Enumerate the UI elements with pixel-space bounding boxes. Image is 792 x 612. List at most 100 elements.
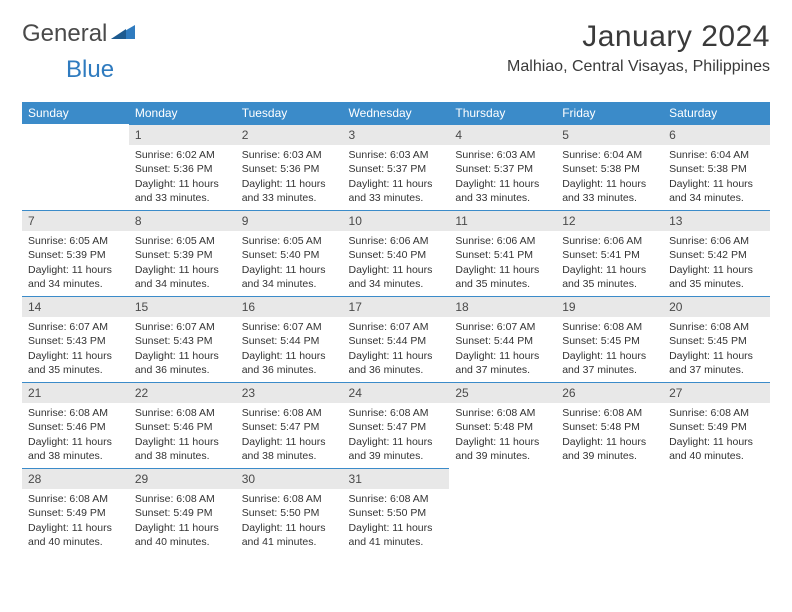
day-info-line: Sunrise: 6:07 AM [455, 320, 550, 334]
day-info-line: Sunset: 5:49 PM [669, 420, 764, 434]
calendar-cell: 21Sunrise: 6:08 AMSunset: 5:46 PMDayligh… [22, 382, 129, 468]
day-body: Sunrise: 6:08 AMSunset: 5:49 PMDaylight:… [663, 403, 770, 467]
day-number: 14 [22, 296, 129, 317]
day-info-line: Sunrise: 6:07 AM [135, 320, 230, 334]
day-number: 19 [556, 296, 663, 317]
day-info-line: Daylight: 11 hours and 40 minutes. [28, 521, 123, 549]
logo-text-blue: Blue [66, 56, 114, 84]
calendar-cell: 17Sunrise: 6:07 AMSunset: 5:44 PMDayligh… [343, 296, 450, 382]
day-info-line: Sunrise: 6:05 AM [28, 234, 123, 248]
day-info-line: Sunset: 5:44 PM [242, 334, 337, 348]
calendar-cell: 1Sunrise: 6:02 AMSunset: 5:36 PMDaylight… [129, 124, 236, 210]
day-info-line: Sunrise: 6:07 AM [28, 320, 123, 334]
day-body: Sunrise: 6:05 AMSunset: 5:39 PMDaylight:… [22, 231, 129, 295]
day-info-line: Sunset: 5:50 PM [242, 506, 337, 520]
day-info-line: Daylight: 11 hours and 37 minutes. [562, 349, 657, 377]
day-body: Sunrise: 6:05 AMSunset: 5:39 PMDaylight:… [129, 231, 236, 295]
day-info-line: Sunrise: 6:06 AM [562, 234, 657, 248]
day-number: 20 [663, 296, 770, 317]
day-info-line: Sunset: 5:38 PM [562, 162, 657, 176]
day-body: Sunrise: 6:07 AMSunset: 5:43 PMDaylight:… [22, 317, 129, 381]
day-info-line: Daylight: 11 hours and 38 minutes. [242, 435, 337, 463]
weekday-header: Thursday [449, 102, 556, 124]
day-body: Sunrise: 6:07 AMSunset: 5:44 PMDaylight:… [236, 317, 343, 381]
day-body: Sunrise: 6:08 AMSunset: 5:50 PMDaylight:… [236, 489, 343, 553]
calendar-cell [449, 468, 556, 554]
day-info-line: Sunrise: 6:04 AM [562, 148, 657, 162]
day-body: Sunrise: 6:06 AMSunset: 5:41 PMDaylight:… [556, 231, 663, 295]
day-info-line: Sunrise: 6:05 AM [242, 234, 337, 248]
day-number: 29 [129, 468, 236, 489]
calendar-cell: 9Sunrise: 6:05 AMSunset: 5:40 PMDaylight… [236, 210, 343, 296]
day-info-line: Daylight: 11 hours and 33 minutes. [242, 177, 337, 205]
calendar-cell: 14Sunrise: 6:07 AMSunset: 5:43 PMDayligh… [22, 296, 129, 382]
day-info-line: Daylight: 11 hours and 33 minutes. [349, 177, 444, 205]
calendar-header-row: SundayMondayTuesdayWednesdayThursdayFrid… [22, 102, 770, 124]
calendar-cell: 5Sunrise: 6:04 AMSunset: 5:38 PMDaylight… [556, 124, 663, 210]
day-info-line: Daylight: 11 hours and 33 minutes. [455, 177, 550, 205]
day-body: Sunrise: 6:08 AMSunset: 5:45 PMDaylight:… [556, 317, 663, 381]
weekday-header: Saturday [663, 102, 770, 124]
day-info-line: Sunset: 5:36 PM [135, 162, 230, 176]
day-info-line: Sunrise: 6:05 AM [135, 234, 230, 248]
calendar-week-row: 21Sunrise: 6:08 AMSunset: 5:46 PMDayligh… [22, 382, 770, 468]
day-info-line: Sunset: 5:44 PM [349, 334, 444, 348]
calendar-week-row: 1Sunrise: 6:02 AMSunset: 5:36 PMDaylight… [22, 124, 770, 210]
day-info-line: Daylight: 11 hours and 34 minutes. [28, 263, 123, 291]
day-body: Sunrise: 6:08 AMSunset: 5:48 PMDaylight:… [449, 403, 556, 467]
day-body: Sunrise: 6:03 AMSunset: 5:37 PMDaylight:… [343, 145, 450, 209]
day-body: Sunrise: 6:08 AMSunset: 5:46 PMDaylight:… [129, 403, 236, 467]
day-body: Sunrise: 6:03 AMSunset: 5:36 PMDaylight:… [236, 145, 343, 209]
day-number: 21 [22, 382, 129, 403]
calendar-cell: 24Sunrise: 6:08 AMSunset: 5:47 PMDayligh… [343, 382, 450, 468]
day-number: 4 [449, 124, 556, 145]
day-info-line: Sunrise: 6:08 AM [455, 406, 550, 420]
day-info-line: Sunrise: 6:08 AM [135, 492, 230, 506]
day-number: 9 [236, 210, 343, 231]
calendar-cell [22, 124, 129, 210]
day-info-line: Sunset: 5:39 PM [135, 248, 230, 262]
day-info-line: Sunrise: 6:08 AM [242, 492, 337, 506]
day-info-line: Sunset: 5:37 PM [455, 162, 550, 176]
calendar-cell: 12Sunrise: 6:06 AMSunset: 5:41 PMDayligh… [556, 210, 663, 296]
day-info-line: Sunset: 5:45 PM [562, 334, 657, 348]
day-number: 12 [556, 210, 663, 231]
day-body: Sunrise: 6:08 AMSunset: 5:47 PMDaylight:… [343, 403, 450, 467]
day-info-line: Sunset: 5:40 PM [349, 248, 444, 262]
day-info-line: Sunset: 5:47 PM [242, 420, 337, 434]
calendar-cell: 11Sunrise: 6:06 AMSunset: 5:41 PMDayligh… [449, 210, 556, 296]
calendar-cell: 23Sunrise: 6:08 AMSunset: 5:47 PMDayligh… [236, 382, 343, 468]
calendar-cell: 27Sunrise: 6:08 AMSunset: 5:49 PMDayligh… [663, 382, 770, 468]
day-info-line: Daylight: 11 hours and 34 minutes. [242, 263, 337, 291]
day-info-line: Daylight: 11 hours and 39 minutes. [562, 435, 657, 463]
calendar-cell: 31Sunrise: 6:08 AMSunset: 5:50 PMDayligh… [343, 468, 450, 554]
logo-text-gray: General [22, 20, 107, 48]
day-body: Sunrise: 6:08 AMSunset: 5:48 PMDaylight:… [556, 403, 663, 467]
day-info-line: Daylight: 11 hours and 35 minutes. [455, 263, 550, 291]
day-info-line: Daylight: 11 hours and 37 minutes. [455, 349, 550, 377]
day-info-line: Daylight: 11 hours and 39 minutes. [349, 435, 444, 463]
day-number: 31 [343, 468, 450, 489]
day-info-line: Sunset: 5:37 PM [349, 162, 444, 176]
day-body: Sunrise: 6:06 AMSunset: 5:42 PMDaylight:… [663, 231, 770, 295]
day-number: 8 [129, 210, 236, 231]
day-body: Sunrise: 6:08 AMSunset: 5:46 PMDaylight:… [22, 403, 129, 467]
day-body: Sunrise: 6:06 AMSunset: 5:40 PMDaylight:… [343, 231, 450, 295]
day-info-line: Sunrise: 6:04 AM [669, 148, 764, 162]
day-number: 2 [236, 124, 343, 145]
calendar-cell [556, 468, 663, 554]
day-info-line: Sunrise: 6:06 AM [455, 234, 550, 248]
day-number: 13 [663, 210, 770, 231]
calendar-cell: 6Sunrise: 6:04 AMSunset: 5:38 PMDaylight… [663, 124, 770, 210]
day-body: Sunrise: 6:03 AMSunset: 5:37 PMDaylight:… [449, 145, 556, 209]
day-info-line: Sunset: 5:46 PM [135, 420, 230, 434]
day-info-line: Daylight: 11 hours and 35 minutes. [669, 263, 764, 291]
calendar-cell: 7Sunrise: 6:05 AMSunset: 5:39 PMDaylight… [22, 210, 129, 296]
day-info-line: Daylight: 11 hours and 33 minutes. [562, 177, 657, 205]
day-info-line: Sunrise: 6:08 AM [349, 406, 444, 420]
day-info-line: Sunset: 5:44 PM [455, 334, 550, 348]
calendar-week-row: 14Sunrise: 6:07 AMSunset: 5:43 PMDayligh… [22, 296, 770, 382]
calendar-cell: 18Sunrise: 6:07 AMSunset: 5:44 PMDayligh… [449, 296, 556, 382]
day-info-line: Sunset: 5:49 PM [135, 506, 230, 520]
day-info-line: Daylight: 11 hours and 41 minutes. [349, 521, 444, 549]
